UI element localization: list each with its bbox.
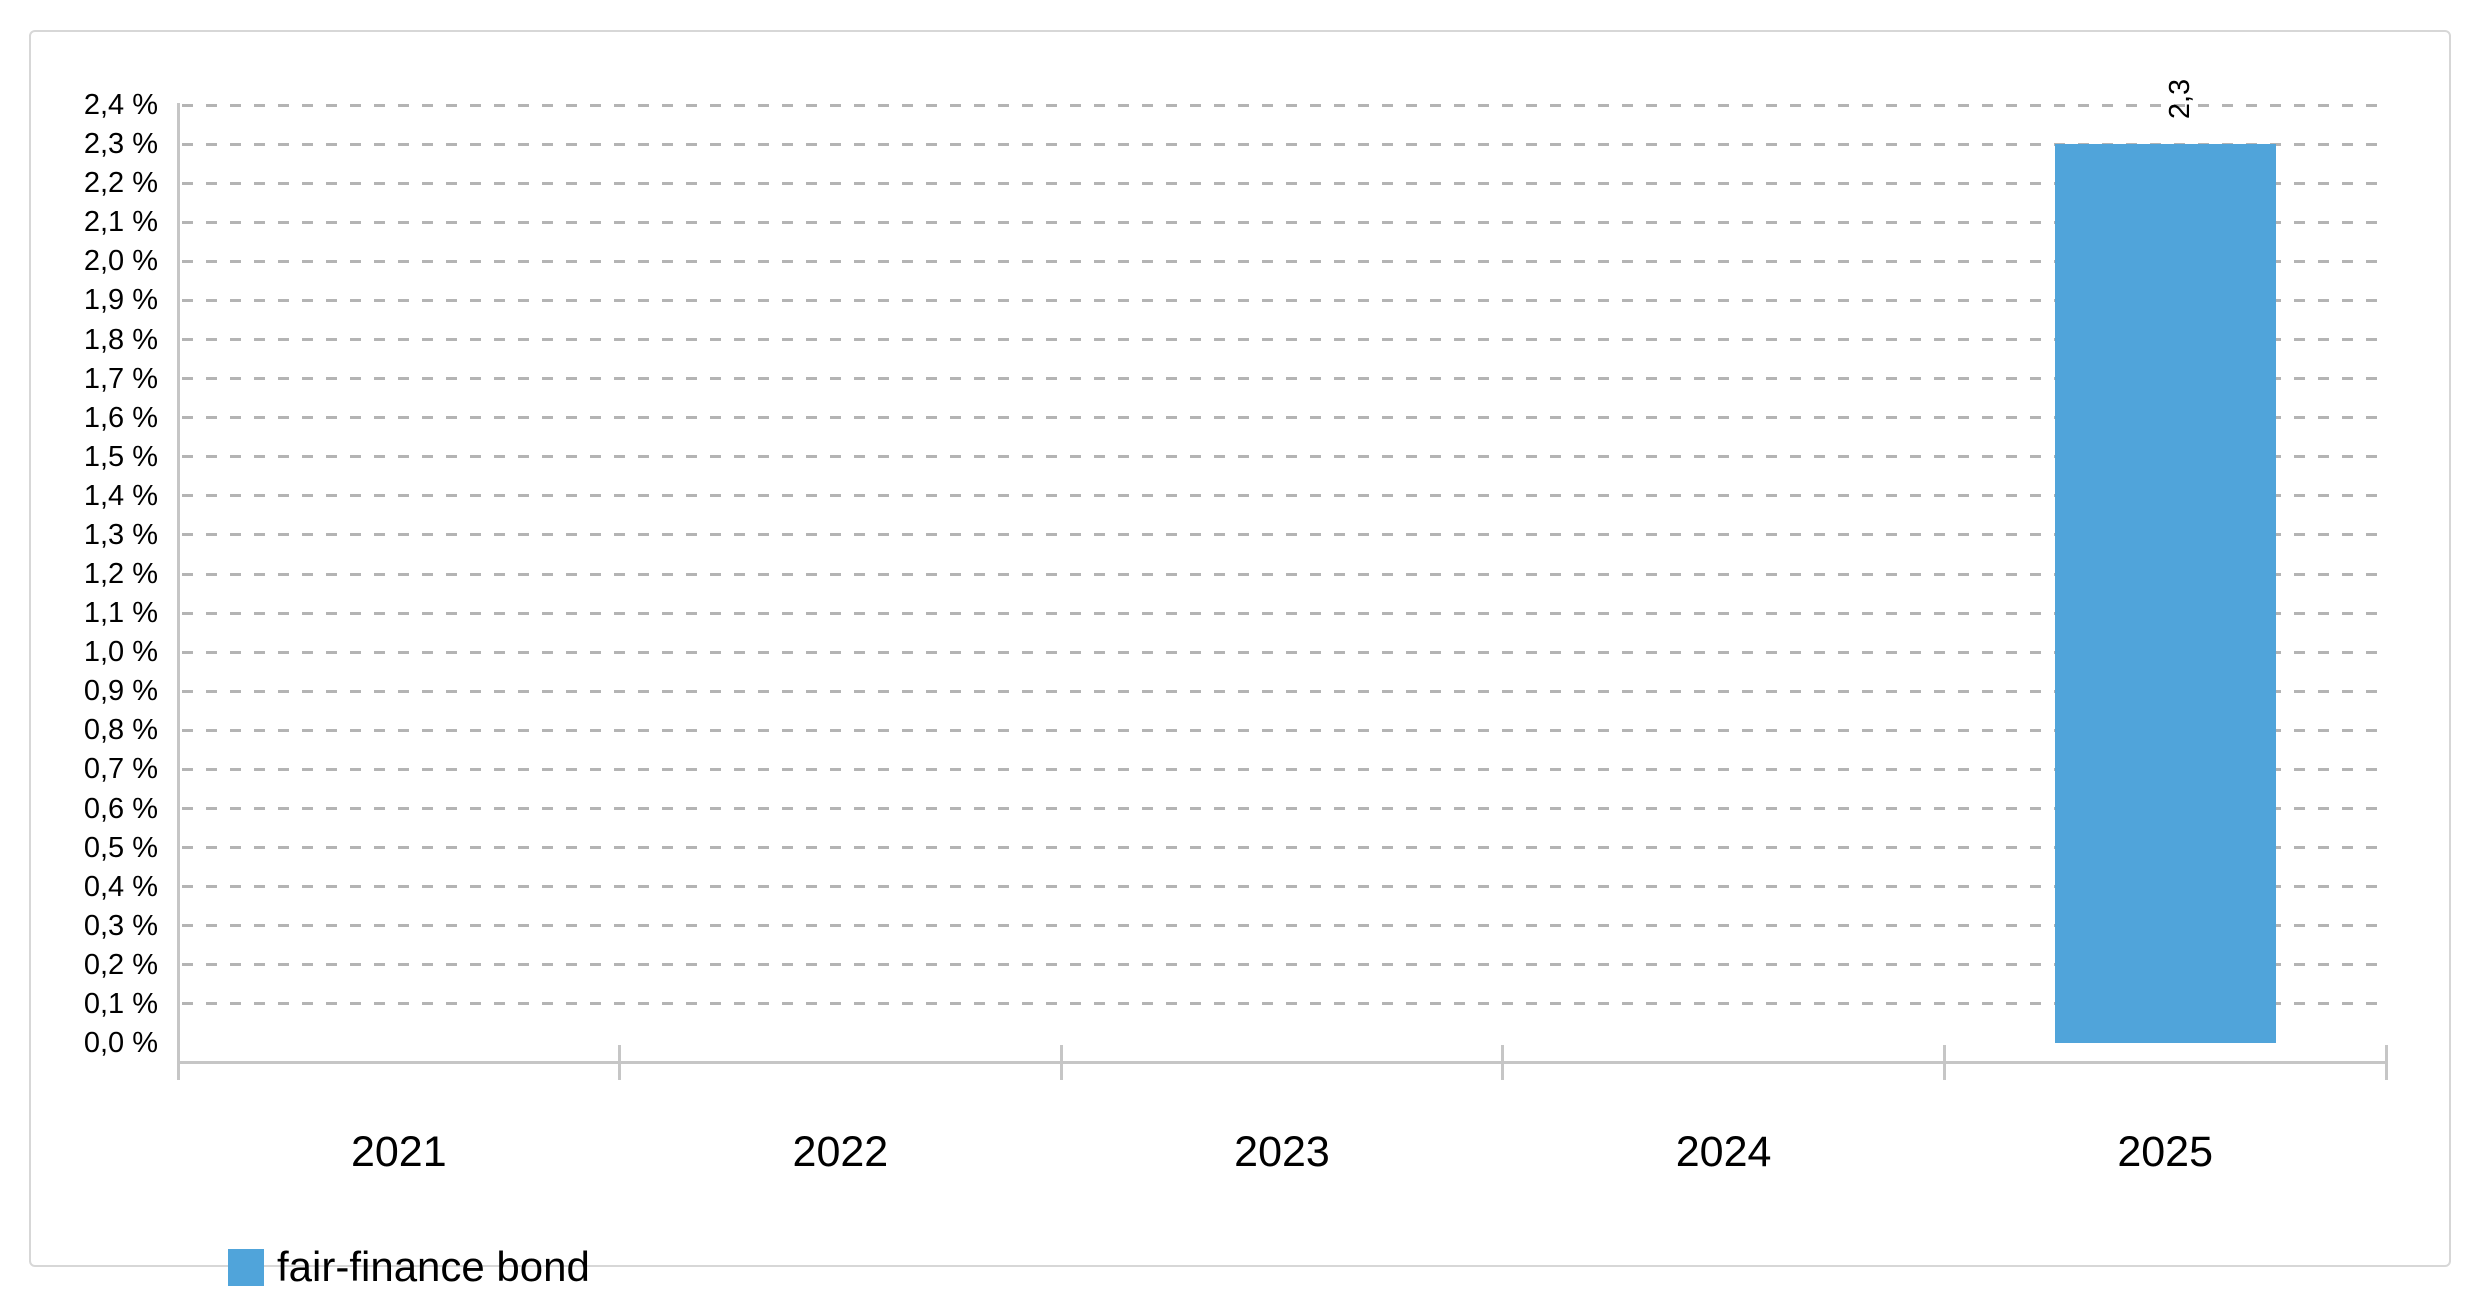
y-axis-line — [177, 103, 180, 1080]
gridline — [182, 767, 2386, 771]
gridline — [182, 259, 2386, 263]
x-axis-boundary-tick — [2384, 1045, 2388, 1080]
x-axis-boundary-tick — [618, 1045, 622, 1080]
y-axis-tick-label: 0,5 % — [83, 831, 158, 864]
x-axis-line — [178, 1061, 2386, 1064]
y-axis-tick-label: 0,8 % — [83, 714, 158, 747]
gridline — [182, 338, 2386, 341]
gridline — [182, 572, 2386, 576]
gridline — [182, 611, 2386, 615]
gridline — [182, 807, 2386, 810]
y-axis-tick-label: 0,2 % — [83, 948, 158, 981]
legend-color-swatch — [228, 1248, 264, 1286]
bar-2025[interactable] — [2054, 144, 2276, 1043]
gridline — [182, 963, 2386, 967]
y-axis-tick-label: 0,4 % — [83, 870, 158, 903]
gridline — [182, 533, 2386, 537]
gridline — [182, 689, 2386, 693]
y-axis-tick-label: 0,3 % — [83, 909, 158, 942]
y-axis-tick-label: 1,5 % — [83, 440, 158, 473]
y-axis-tick-label: 2,4 % — [83, 89, 158, 121]
gridline — [182, 650, 2386, 654]
y-axis-tick-label: 1,6 % — [83, 401, 158, 434]
bar-value-label: 2,3 — [2163, 78, 2196, 120]
y-axis-tick-label: 2,2 % — [83, 167, 158, 200]
y-axis-tick-label: 0,7 % — [83, 753, 158, 786]
gridline — [182, 416, 2386, 420]
y-axis-tick-label: 0,0 % — [83, 1027, 158, 1059]
gridline — [182, 181, 2386, 185]
y-axis-tick-label: 1,3 % — [83, 518, 158, 551]
x-axis-label-2021: 2021 — [350, 1128, 447, 1176]
gridline — [182, 494, 2386, 498]
legend-label: fair-finance bond — [277, 1243, 590, 1290]
gridline — [182, 846, 2386, 850]
gridline — [182, 924, 2386, 928]
x-axis-label-2022: 2022 — [792, 1128, 889, 1176]
gridline — [182, 885, 2386, 889]
y-axis-tick-label: 1,7 % — [83, 362, 158, 395]
x-axis-label-2023: 2023 — [1234, 1128, 1330, 1176]
y-axis-tick-label: 1,0 % — [83, 636, 158, 669]
gridline — [182, 1002, 2386, 1006]
y-axis-tick-label: 2,1 % — [83, 206, 158, 239]
y-axis-tick-label: 0,6 % — [83, 792, 158, 825]
y-axis-tick-label: 1,8 % — [83, 323, 158, 356]
y-axis-tick-label: 1,9 % — [83, 284, 158, 317]
chart-panel: 0,0 % 0,1 % 0,2 % 0,3 % 0,4 % 0,5 % 0,6 % 0,7 %… — [29, 30, 2451, 1288]
y-axis-tick-label: 0,9 % — [83, 675, 158, 708]
x-axis-boundary-tick — [1942, 1045, 1946, 1080]
gridline — [182, 455, 2386, 459]
gridline — [182, 220, 2386, 224]
y-axis-tick-label: 1,2 % — [83, 558, 158, 590]
legend-item[interactable]: fair-finance bond — [228, 1246, 590, 1288]
y-axis-tick-label: 1,4 % — [83, 479, 158, 512]
x-axis-boundary-tick — [1501, 1045, 1505, 1080]
gridline — [182, 142, 2386, 146]
gridline — [182, 377, 2386, 381]
y-axis-tick-label: 0,1 % — [83, 987, 158, 1020]
x-axis-label-2024: 2024 — [1675, 1128, 1772, 1176]
y-axis-tick-label: 2,0 % — [83, 245, 158, 278]
y-axis-tick-label: 1,1 % — [83, 597, 158, 630]
gridline — [182, 728, 2386, 732]
x-axis-label-2025: 2025 — [2117, 1128, 2214, 1176]
y-axis-tick-label: 2,3 % — [83, 128, 158, 161]
x-axis-boundary-tick — [1059, 1045, 1063, 1080]
gridline — [182, 298, 2386, 302]
gridline — [182, 103, 2386, 107]
